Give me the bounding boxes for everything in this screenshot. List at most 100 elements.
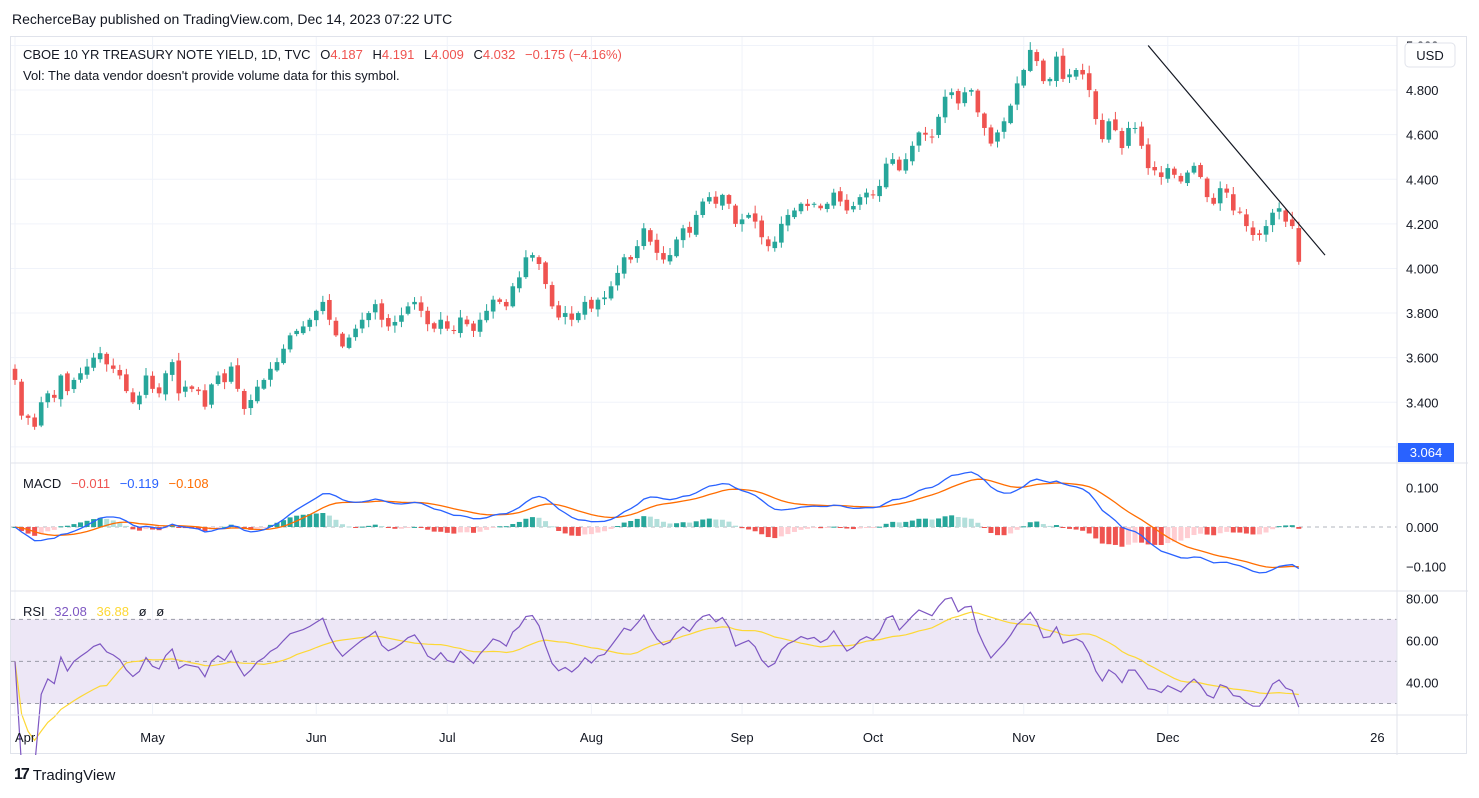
macd-hist-bar [1112, 527, 1118, 545]
candle [1231, 187, 1236, 216]
macd-axis[interactable]: 0.100 0.000 −0.100 [1406, 481, 1446, 575]
candle-body [648, 230, 653, 242]
price-tick-label: 3.800 [1406, 306, 1439, 321]
candle-body [949, 92, 954, 96]
candle [530, 252, 535, 262]
candle [65, 371, 70, 396]
candle-body [661, 253, 666, 260]
trendline[interactable] [1147, 45, 1326, 256]
candle [124, 368, 129, 394]
macd-tick-label: −0.100 [1406, 559, 1446, 574]
grid-lines [11, 37, 1397, 714]
tradingview-logo[interactable]: 17 TradingView [14, 766, 115, 784]
macd-hist-bar [909, 520, 915, 527]
macd-hist-bar [1132, 527, 1138, 543]
candle-body [1080, 69, 1085, 75]
macd-hist-bar [490, 527, 496, 528]
macd-hist-bar [431, 527, 437, 532]
candle [392, 315, 398, 333]
candle-body [1139, 126, 1144, 146]
price-axis[interactable]: 5.0004.8004.6004.4004.2004.0003.8003.600… [1406, 38, 1439, 454]
candle [824, 201, 830, 213]
candle [1172, 166, 1177, 179]
candle-body [281, 348, 286, 364]
candle [831, 188, 837, 209]
candle [333, 317, 339, 337]
candle-body [628, 257, 633, 260]
macd-tick-label: 0.000 [1406, 520, 1439, 535]
macd-hist-bar [1152, 527, 1158, 545]
candle [517, 271, 522, 293]
candle [916, 131, 922, 152]
candle-body [818, 205, 823, 209]
candle [1145, 138, 1151, 175]
macd-hist-bar [1080, 527, 1086, 531]
candle-body [995, 132, 1000, 142]
macd-hist-bar [739, 527, 745, 529]
candle-body [779, 223, 784, 243]
candle [674, 236, 679, 258]
candle-body [595, 299, 601, 310]
candle-body [268, 368, 273, 380]
candle [589, 296, 594, 313]
time-tick-label: Sep [730, 730, 753, 745]
volume-note: Vol: The data vendor doesn't provide vol… [23, 68, 400, 83]
macd-hist-bar [752, 527, 758, 532]
pane-dividers[interactable] [11, 37, 1468, 755]
macd-hist-bar [713, 519, 719, 527]
macd-hist-bar [1289, 525, 1295, 527]
candle-body [1289, 219, 1295, 227]
candle-body [576, 313, 581, 321]
macd-hist-bar [647, 516, 653, 527]
candle [779, 216, 784, 248]
price-tick-label: 3.400 [1406, 395, 1439, 410]
candle [78, 367, 83, 383]
macd-hist-bar [340, 524, 345, 527]
chart-frame[interactable]: 5.0004.8004.6004.4004.2004.0003.8003.600… [10, 36, 1468, 755]
candle-body [32, 417, 37, 427]
candle [1073, 68, 1079, 80]
candle [445, 315, 450, 331]
change-value: −0.175 (−4.16%) [525, 47, 622, 62]
candle-body [870, 194, 876, 196]
macd-hist-bar [136, 527, 142, 531]
candle [209, 383, 214, 409]
macd-hist-bar [864, 527, 869, 528]
macd-hist-bar [176, 527, 182, 528]
candle [765, 236, 771, 252]
rsi-axis[interactable]: 80.00 60.00 40.00 [1406, 591, 1439, 690]
macd-hist-bar [674, 523, 680, 527]
currency-button[interactable]: USD [1404, 42, 1456, 68]
candle [720, 193, 725, 210]
candle [412, 297, 417, 310]
candle-body [654, 239, 660, 253]
time-axis[interactable]: Apr May Jun Jul Aug Sep Oct Nov Dec 26 [15, 730, 1385, 745]
candle-body [209, 384, 214, 405]
candle [503, 299, 509, 311]
macd-hist-bar [1119, 527, 1125, 547]
chart-canvas[interactable]: 5.0004.8004.6004.4004.2004.0003.8003.600… [11, 37, 1468, 755]
candle [490, 295, 496, 319]
candle [661, 246, 666, 264]
candle [1257, 229, 1262, 241]
candle [366, 311, 371, 328]
candle-body [746, 214, 751, 218]
macd-hist-bar [503, 526, 509, 528]
macd-hist-bar [837, 527, 843, 528]
candle-body [314, 310, 319, 321]
candle [1106, 118, 1112, 143]
macd-hist-bar [307, 514, 313, 527]
candle-body [477, 319, 483, 332]
macd-hist-bar [791, 527, 797, 532]
rsi-label: RSI [23, 604, 45, 619]
candle [458, 309, 463, 338]
macd-hist-bar [844, 527, 850, 529]
candle-body [1231, 194, 1236, 211]
candle-body [667, 255, 673, 262]
rsi-lines [14, 597, 1300, 755]
candle [183, 380, 188, 398]
candle [844, 194, 850, 214]
candle [386, 314, 391, 331]
candle [196, 386, 201, 395]
candle [707, 192, 712, 205]
